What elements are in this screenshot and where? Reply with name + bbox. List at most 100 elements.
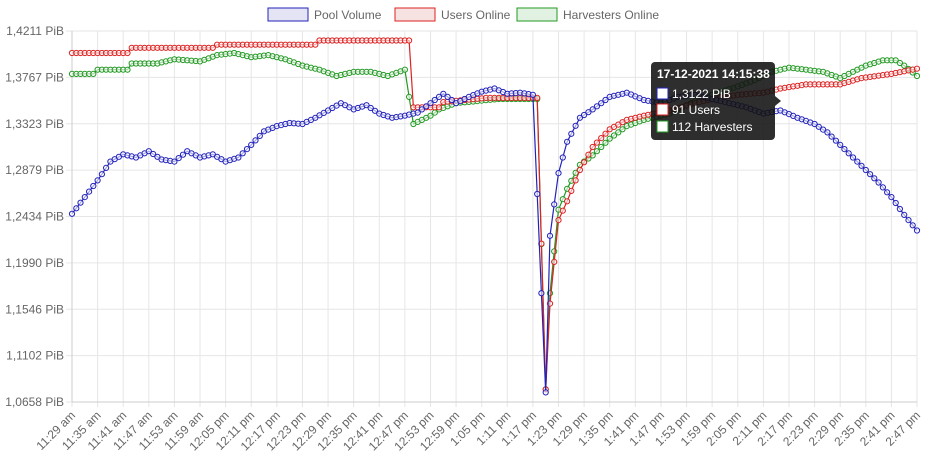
data-point-harvesters-online[interactable] xyxy=(401,66,408,73)
data-point-pool-volume[interactable] xyxy=(90,182,97,190)
data-point-harvesters-online[interactable] xyxy=(619,126,626,133)
data-point-pool-volume[interactable] xyxy=(581,111,588,119)
data-point-pool-volume[interactable] xyxy=(858,162,865,169)
data-point-pool-volume[interactable] xyxy=(815,123,822,130)
data-point-pool-volume[interactable] xyxy=(875,179,882,186)
data-point-pool-volume[interactable] xyxy=(235,154,242,161)
data-point-users-online[interactable] xyxy=(555,217,562,224)
data-point-pool-volume[interactable] xyxy=(414,109,421,116)
data-point-pool-volume[interactable] xyxy=(542,389,549,396)
data-point-pool-volume[interactable] xyxy=(559,154,566,161)
data-point-pool-volume[interactable] xyxy=(73,205,80,212)
data-point-users-online[interactable] xyxy=(598,135,605,142)
data-point-pool-volume[interactable] xyxy=(171,158,178,165)
data-point-pool-volume[interactable] xyxy=(585,109,592,116)
data-point-harvesters-online[interactable] xyxy=(90,70,97,78)
data-point-users-online[interactable] xyxy=(589,143,596,151)
data-point-pool-volume[interactable] xyxy=(832,137,840,144)
data-point-pool-volume[interactable] xyxy=(871,175,878,182)
data-point-pool-volume[interactable] xyxy=(529,91,537,98)
data-point-pool-volume[interactable] xyxy=(239,150,246,157)
data-point-pool-volume[interactable] xyxy=(367,104,374,112)
data-point-pool-volume[interactable] xyxy=(867,171,874,178)
data-point-pool-volume[interactable] xyxy=(593,103,601,110)
data-point-pool-volume[interactable] xyxy=(909,222,916,229)
data-point-pool-volume[interactable] xyxy=(879,184,887,191)
data-point-pool-volume[interactable] xyxy=(841,146,848,153)
data-point-harvesters-online[interactable] xyxy=(913,72,921,80)
data-point-harvesters-online[interactable] xyxy=(427,112,434,119)
data-point-pool-volume[interactable] xyxy=(602,96,609,104)
data-point-harvesters-online[interactable] xyxy=(610,132,618,139)
data-point-pool-volume[interactable] xyxy=(534,190,541,198)
data-point-pool-volume[interactable] xyxy=(551,201,558,208)
data-point-pool-volume[interactable] xyxy=(435,93,443,101)
data-point-pool-volume[interactable] xyxy=(824,129,831,136)
data-point-pool-volume[interactable] xyxy=(81,194,88,201)
data-point-users-online[interactable] xyxy=(568,187,575,194)
data-point-pool-volume[interactable] xyxy=(572,122,579,129)
data-point-pool-volume[interactable] xyxy=(837,141,844,148)
data-point-pool-volume[interactable] xyxy=(256,132,263,139)
data-point-users-online[interactable] xyxy=(534,94,541,102)
data-point-harvesters-online[interactable] xyxy=(892,57,899,64)
legend-item-harvesters-online[interactable]: Harvesters Online xyxy=(516,7,659,22)
data-point-pool-volume[interactable] xyxy=(568,130,575,137)
data-point-pool-volume[interactable] xyxy=(145,148,152,155)
data-point-pool-volume[interactable] xyxy=(598,100,605,107)
data-point-pool-volume[interactable] xyxy=(440,90,447,97)
data-point-pool-volume[interactable] xyxy=(418,106,425,113)
data-point-pool-volume[interactable] xyxy=(884,189,891,196)
data-point-pool-volume[interactable] xyxy=(86,188,93,195)
data-point-harvesters-online[interactable] xyxy=(406,93,413,101)
data-point-pool-volume[interactable] xyxy=(154,153,161,160)
data-point-users-online[interactable] xyxy=(602,130,609,137)
data-point-pool-volume[interactable] xyxy=(913,227,921,234)
legend-item-users-online[interactable]: Users Online xyxy=(394,7,511,22)
data-point-pool-volume[interactable] xyxy=(248,141,255,148)
data-point-pool-volume[interactable] xyxy=(905,217,912,224)
data-point-users-online[interactable] xyxy=(576,166,584,174)
data-point-users-online[interactable] xyxy=(551,258,558,265)
data-point-pool-volume[interactable] xyxy=(77,199,84,206)
data-point-pool-volume[interactable] xyxy=(892,199,899,207)
data-point-pool-volume[interactable] xyxy=(175,155,182,162)
data-point-pool-volume[interactable] xyxy=(564,138,571,145)
data-point-users-online[interactable] xyxy=(124,49,131,57)
data-point-pool-volume[interactable] xyxy=(546,232,554,239)
data-point-pool-volume[interactable] xyxy=(150,150,157,158)
data-point-pool-volume[interactable] xyxy=(423,103,430,110)
data-point-harvesters-online[interactable] xyxy=(896,59,904,67)
data-point-pool-volume[interactable] xyxy=(252,137,259,144)
data-point-pool-volume[interactable] xyxy=(854,158,861,165)
data-point-pool-volume[interactable] xyxy=(427,100,434,107)
data-point-harvesters-online[interactable] xyxy=(124,66,131,73)
data-point-pool-volume[interactable] xyxy=(448,96,455,104)
data-point-harvesters-online[interactable] xyxy=(598,143,605,151)
data-point-pool-volume[interactable] xyxy=(68,210,76,217)
data-point-pool-volume[interactable] xyxy=(243,146,251,153)
data-point-users-online[interactable] xyxy=(913,65,921,72)
data-point-users-online[interactable] xyxy=(435,104,443,111)
data-point-pool-volume[interactable] xyxy=(555,170,562,177)
data-point-pool-volume[interactable] xyxy=(98,171,106,178)
data-point-users-online[interactable] xyxy=(564,198,571,205)
data-point-harvesters-online[interactable] xyxy=(901,62,908,69)
data-point-harvesters-online[interactable] xyxy=(593,148,601,155)
data-point-pool-volume[interactable] xyxy=(896,205,904,213)
data-point-pool-volume[interactable] xyxy=(901,211,908,218)
data-point-users-online[interactable] xyxy=(406,37,413,44)
data-point-pool-volume[interactable] xyxy=(444,93,451,101)
data-point-harvesters-online[interactable] xyxy=(615,129,622,136)
data-point-users-online[interactable] xyxy=(581,159,588,166)
data-point-harvesters-online[interactable] xyxy=(602,139,609,146)
data-point-users-online[interactable] xyxy=(585,151,592,158)
data-point-pool-volume[interactable] xyxy=(589,106,596,113)
data-point-users-online[interactable] xyxy=(559,207,566,214)
data-point-pool-volume[interactable] xyxy=(888,194,895,201)
data-point-pool-volume[interactable] xyxy=(103,164,110,171)
data-point-harvesters-online[interactable] xyxy=(606,135,613,142)
data-point-pool-volume[interactable] xyxy=(371,107,379,114)
data-point-users-online[interactable] xyxy=(209,44,216,51)
data-point-pool-volume[interactable] xyxy=(538,290,545,297)
